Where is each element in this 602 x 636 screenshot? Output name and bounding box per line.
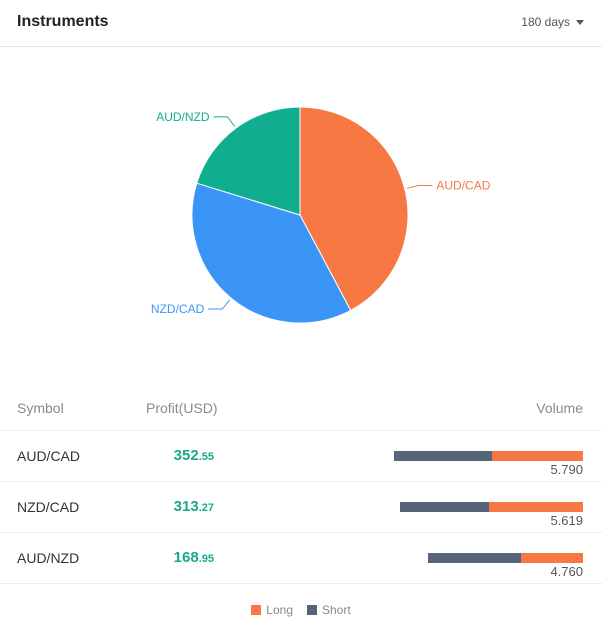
pie-label-line <box>213 116 236 127</box>
header-symbol[interactable]: Symbol <box>17 400 64 416</box>
pie-label-line <box>208 299 231 310</box>
instruments-table: Symbol Profit(USD) Volume AUD/CAD 352.55… <box>0 384 602 584</box>
profit-integer: 313 <box>173 498 199 515</box>
header-profit[interactable]: Profit(USD) <box>146 400 218 416</box>
period-label: 180 days <box>521 15 570 29</box>
chart-legend: Long Short <box>0 603 602 617</box>
legend-long-label: Long <box>266 603 293 617</box>
volume-long-segment <box>520 553 583 563</box>
pie-label: AUD/CAD <box>436 179 490 193</box>
pie-label: AUD/NZD <box>156 110 210 124</box>
pie-chart: AUD/CAD NZD/CAD AUD/NZD <box>0 48 602 378</box>
volume-value: 5.790 <box>550 462 583 477</box>
profit-decimal: .27 <box>198 502 214 514</box>
legend-short-label: Short <box>322 603 351 617</box>
symbol-cell: NZD/CAD <box>17 499 80 515</box>
volume-short-segment <box>427 553 521 563</box>
pie-label-line <box>406 185 433 189</box>
pie-slice-aud-cad[interactable] <box>299 106 409 312</box>
table-row[interactable]: AUD/CAD 352.55 5.790 <box>0 431 602 482</box>
volume-bar <box>427 553 583 563</box>
panel-title: Instruments <box>17 13 109 30</box>
pie-label: NZD/CAD <box>151 302 205 316</box>
header-volume[interactable]: Volume <box>536 400 583 416</box>
legend-long-swatch <box>251 605 262 615</box>
volume-value: 4.760 <box>550 564 583 579</box>
profit-cell: 352.55 <box>146 447 214 465</box>
volume-long-segment <box>492 451 583 461</box>
pie-slice-nzd-cad[interactable] <box>191 182 352 324</box>
legend-long[interactable]: Long <box>251 603 293 617</box>
volume-short-segment <box>394 451 493 461</box>
table-row[interactable]: AUD/NZD 168.95 4.760 <box>0 533 602 584</box>
legend-short[interactable]: Short <box>307 603 351 617</box>
legend-short-swatch <box>307 605 317 615</box>
caret-down-icon <box>576 19 584 25</box>
panel-header: Instruments 180 days <box>0 0 602 47</box>
table-header: Symbol Profit(USD) Volume <box>0 384 602 431</box>
symbol-cell: AUD/NZD <box>17 550 80 566</box>
profit-cell: 313.27 <box>146 498 214 516</box>
pie-slice-aud-nzd[interactable] <box>196 106 301 216</box>
symbol-cell: AUD/CAD <box>17 448 81 464</box>
profit-decimal: .55 <box>198 451 214 463</box>
volume-bar <box>394 451 583 461</box>
volume-long-segment <box>489 502 583 512</box>
period-dropdown[interactable]: 180 days <box>521 15 584 29</box>
profit-decimal: .95 <box>198 553 214 565</box>
pie-chart-svg: AUD/CAD NZD/CAD AUD/NZD <box>151 106 491 324</box>
volume-value: 5.619 <box>550 513 583 528</box>
table-row[interactable]: NZD/CAD 313.27 5.619 <box>0 482 602 533</box>
profit-integer: 352 <box>173 447 199 464</box>
profit-cell: 168.95 <box>146 549 214 567</box>
volume-bar <box>399 502 583 512</box>
volume-short-segment <box>399 502 490 512</box>
profit-integer: 168 <box>173 549 199 566</box>
